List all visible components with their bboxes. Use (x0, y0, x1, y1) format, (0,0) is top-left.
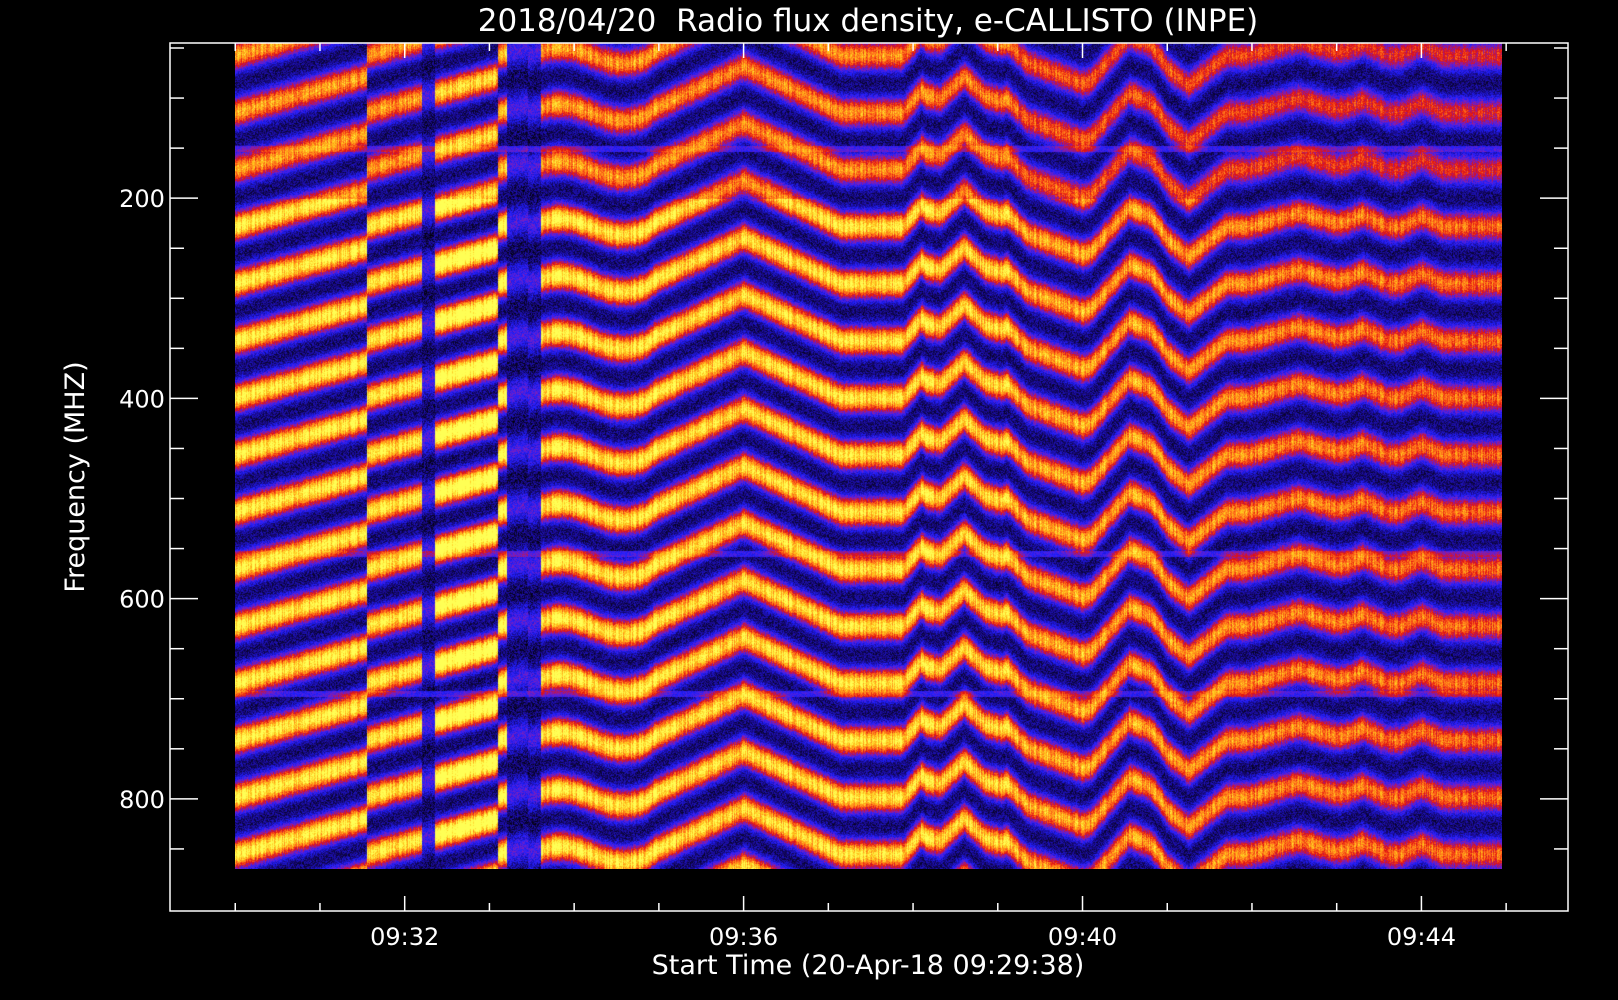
y-tick-label: 400 (119, 385, 165, 413)
spectrogram-image (235, 43, 1502, 869)
plot-frame (169, 42, 1569, 912)
y-tick-label: 600 (119, 586, 165, 614)
y-axis-ticks: 200 400 600 800 (119, 47, 1568, 850)
x-axis-label: Start Time (20-Apr-18 09:29:38) (652, 950, 1085, 981)
y-axis-label: Frequency (MHZ) (60, 361, 91, 592)
x-tick-label: 09:44 (1387, 923, 1456, 951)
x-tick-label: 09:40 (1048, 923, 1117, 951)
x-tick-label: 09:32 (370, 923, 439, 951)
chart-title: 2018/04/20 Radio flux density, e-CALLIST… (478, 3, 1259, 39)
y-tick-label: 200 (119, 185, 165, 213)
y-tick-label: 800 (119, 786, 165, 814)
x-axis-ticks: 09:32 09:36 09:40 09:44 (234, 43, 1507, 951)
spectrogram-heatmap (235, 43, 1502, 869)
x-tick-label: 09:36 (709, 923, 778, 951)
